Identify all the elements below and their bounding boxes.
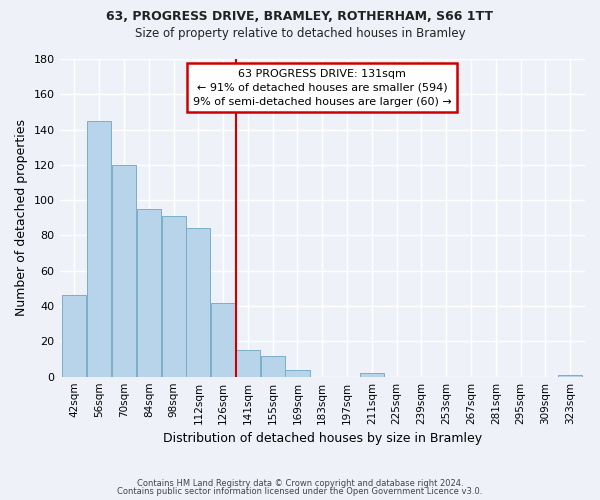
Bar (211, 302, 235, 376)
Text: Size of property relative to detached houses in Bramley: Size of property relative to detached ho… (134, 28, 466, 40)
Text: Contains public sector information licensed under the Open Government Licence v3: Contains public sector information licen… (118, 487, 482, 496)
Bar (87, 121, 111, 376)
Bar (137, 209, 161, 376)
Y-axis label: Number of detached properties: Number of detached properties (15, 120, 28, 316)
Bar (286, 370, 310, 376)
Bar (360, 373, 384, 376)
Bar (112, 165, 136, 376)
Bar (187, 228, 211, 376)
Bar (558, 375, 582, 376)
Text: Contains HM Land Registry data © Crown copyright and database right 2024.: Contains HM Land Registry data © Crown c… (137, 478, 463, 488)
Bar (236, 350, 260, 376)
Bar (62, 296, 86, 376)
Text: 63, PROGRESS DRIVE, BRAMLEY, ROTHERHAM, S66 1TT: 63, PROGRESS DRIVE, BRAMLEY, ROTHERHAM, … (107, 10, 493, 23)
Bar (161, 216, 185, 376)
X-axis label: Distribution of detached houses by size in Bramley: Distribution of detached houses by size … (163, 432, 482, 445)
Text: 63 PROGRESS DRIVE: 131sqm
← 91% of detached houses are smaller (594)
9% of semi-: 63 PROGRESS DRIVE: 131sqm ← 91% of detac… (193, 68, 452, 106)
Bar (260, 356, 285, 376)
